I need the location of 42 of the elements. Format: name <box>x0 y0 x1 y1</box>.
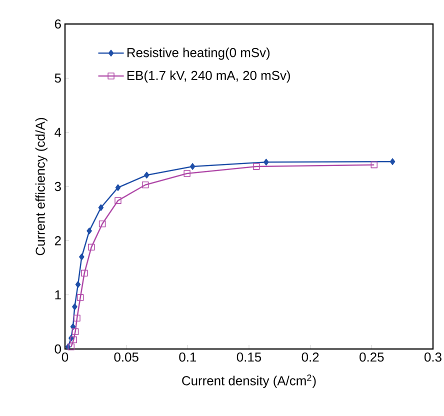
point <box>390 158 396 165</box>
x-tick-label: 0.1 <box>179 352 196 362</box>
y-tick-label: 4 <box>54 128 62 137</box>
y-tick-label: 6 <box>54 19 61 29</box>
point <box>98 204 104 212</box>
point <box>370 161 378 168</box>
legend-label: EB(1.7 kV, 240 mA, 20 mSv) <box>127 70 290 83</box>
point <box>88 244 95 251</box>
point <box>184 170 190 177</box>
x-tick-label: 0 <box>62 352 68 362</box>
x-tick-label: 0.25 <box>360 352 384 362</box>
y-tick-label: 0 <box>54 344 61 354</box>
legend-label: Resistive heating(0 mSv) <box>127 48 270 60</box>
point <box>190 163 196 170</box>
point <box>264 158 269 166</box>
x-tick-label: 0.2 <box>302 352 319 362</box>
point <box>114 197 122 204</box>
point <box>70 336 77 344</box>
y-tick-label: 3 <box>54 182 61 192</box>
y-axis-title: Current efficiency (cd/A) <box>35 118 48 256</box>
y-tick-label: 5 <box>54 74 61 83</box>
point <box>142 181 149 188</box>
point <box>115 184 121 191</box>
point <box>98 220 106 228</box>
point <box>68 343 75 350</box>
point <box>75 281 81 288</box>
point <box>80 270 88 277</box>
point <box>144 172 150 179</box>
point <box>252 163 260 170</box>
point <box>79 254 84 260</box>
point <box>86 228 92 234</box>
y-tick-label: 1 <box>55 290 61 300</box>
x-tick-label: 0.05 <box>114 352 138 362</box>
point <box>70 323 76 330</box>
point <box>72 328 79 336</box>
x-tick-label: 0.3 <box>424 352 442 362</box>
point <box>72 303 78 310</box>
x-tick-label: 0.15 <box>236 352 262 362</box>
y-tick-label: 2 <box>54 236 61 246</box>
x-axis-title: Current density (A/cm$^{2}$) <box>182 374 316 388</box>
point <box>74 314 80 322</box>
point <box>76 294 84 301</box>
